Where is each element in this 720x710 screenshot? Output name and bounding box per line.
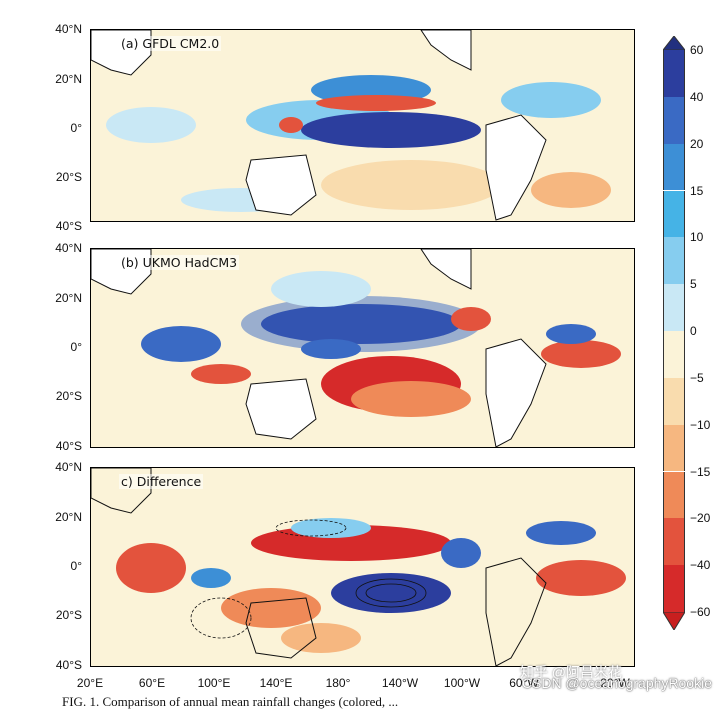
colorbar-tick-label: −5: [690, 370, 704, 385]
panel-a-label: (a) GFDL CM2.0: [119, 36, 222, 51]
coastline-b: [91, 249, 547, 447]
lat-tick: 20°N: [55, 291, 82, 305]
panel-c-field: [91, 468, 626, 666]
colorbar-segment: [663, 377, 685, 425]
colorbar-segment: [663, 565, 685, 612]
lat-tick: 40°S: [55, 219, 82, 233]
colorbar-tick-label: −20: [690, 511, 711, 526]
colorbar-tick-label: −10: [690, 417, 711, 432]
colorbar-tick-label: 15: [690, 183, 704, 198]
panel-a-map: (a) GFDL CM2.0: [90, 29, 635, 222]
colorbar-tick-label: 40: [690, 89, 704, 104]
rainfall-anomaly-shading-b: [141, 271, 621, 417]
colorbar-segment: [663, 237, 685, 285]
colorbar-bottom-arrow: [663, 612, 685, 630]
colorbar-segment: [663, 424, 685, 472]
lat-tick: 20°N: [55, 510, 82, 524]
lat-tick: 20°S: [55, 170, 82, 184]
lon-tick: 60°E: [138, 676, 166, 690]
lon-tick: 20°W: [600, 676, 630, 690]
lat-tick: 0°: [70, 559, 82, 573]
colorbar-segment: [663, 518, 685, 566]
lat-tick: 40°N: [55, 460, 82, 474]
lat-tick: 40°S: [55, 658, 82, 672]
colorbar-tick-label: 0: [690, 324, 697, 338]
lat-tick: 40°S: [55, 439, 82, 453]
lat-tick: 0°: [70, 121, 82, 135]
panel-c-map: c) Difference: [90, 467, 635, 667]
coastline-c: [91, 468, 547, 666]
colorbar-top-arrow: [663, 36, 685, 50]
rainfall-anomaly-shading-c: [116, 518, 626, 653]
lat-tick: 40°N: [55, 22, 82, 36]
colorbar-segment: [663, 96, 685, 144]
rainfall-anomaly-shading-a: [106, 75, 611, 212]
colorbar-tick-label: −15: [690, 464, 711, 479]
lon-tick: 180°: [325, 676, 351, 690]
lat-tick: 20°S: [55, 608, 82, 622]
zhihu-watermark: 知乎 @阿昌米花: [519, 664, 622, 680]
csdn-watermark: CSDN @oceanographyRookie: [521, 675, 712, 691]
panel-b-label: (b) UKMO HadCM3: [119, 255, 240, 270]
lat-tick: 40°N: [55, 241, 82, 255]
colorbar-segment: [663, 190, 685, 238]
lat-tick: 20°S: [55, 389, 82, 403]
colorbar-segment: [663, 50, 685, 97]
colorbar-tick-label: 60: [690, 43, 704, 57]
colorbar-tick-label: 20: [690, 136, 704, 151]
colorbar-tick-label: 10: [690, 230, 704, 245]
lon-tick: 100°E: [197, 676, 231, 690]
lat-tick: 20°N: [55, 72, 82, 86]
lat-tick: 0°: [70, 340, 82, 354]
colorbar-tick-label: 5: [690, 277, 697, 292]
panel-b-field: [91, 249, 621, 447]
colorbar-segment: [663, 143, 685, 191]
lon-tick: 140°W: [381, 676, 419, 690]
colorbar-segment: [663, 331, 685, 378]
lon-tick: 60°W: [509, 676, 539, 690]
panel-c-label: c) Difference: [119, 474, 204, 489]
lon-tick: 100°W: [443, 676, 481, 690]
lon-tick: 20°E: [76, 676, 104, 690]
colorbar-tick-label: −60: [690, 605, 711, 619]
figure-caption: FIG. 1. Comparison of annual mean rainfa…: [62, 694, 399, 709]
lon-tick: 140°E: [259, 676, 293, 690]
colorbar-tick-label: −40: [690, 558, 711, 573]
colorbar-segment: [663, 284, 685, 331]
colorbar-segment: [663, 471, 685, 519]
panel-a-field: [91, 30, 611, 221]
contours-c: [190, 519, 427, 639]
panel-b-map: (b) UKMO HadCM3: [90, 248, 635, 448]
